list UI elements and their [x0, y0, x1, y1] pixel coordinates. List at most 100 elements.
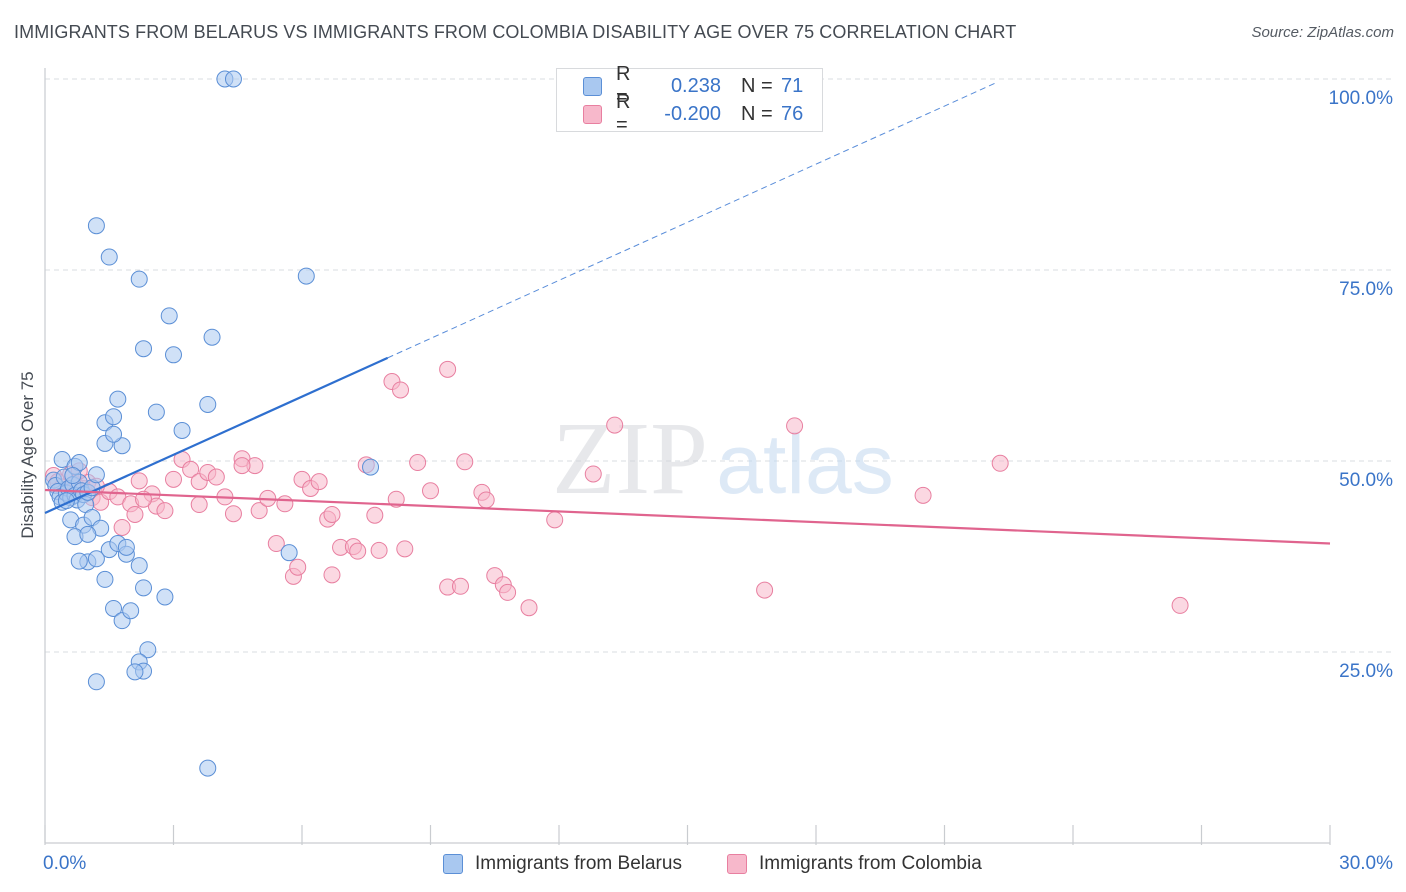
y-tick-label: 25.0%: [1339, 661, 1393, 682]
belarus-point: [130, 270, 148, 288]
legend-row-belarus: R = 0.238 N = 71: [583, 63, 804, 108]
colombia-point: [113, 518, 131, 536]
belarus-point: [113, 437, 131, 455]
colombia-point: [606, 416, 624, 434]
legend-r-value: 0.238: [670, 74, 721, 97]
belarus-point: [87, 550, 105, 568]
y-tick-label: 100.0%: [1329, 88, 1394, 109]
legend-n-value: 71: [781, 74, 804, 97]
belarus-point: [130, 557, 148, 575]
colombia-point: [289, 558, 307, 576]
colombia-point: [392, 381, 410, 399]
belarus-point: [117, 538, 135, 556]
belarus-point: [100, 248, 118, 266]
belarus-point: [156, 588, 174, 606]
watermark: ZIP atlas: [552, 401, 894, 516]
legend-row-colombia: R = -0.200 N = 76: [583, 91, 804, 136]
colombia-point: [224, 505, 242, 523]
belarus-point: [122, 602, 140, 620]
grid-lines: [45, 78, 1392, 653]
colombia-point: [756, 581, 774, 599]
belarus-point: [64, 467, 82, 485]
belarus-point: [105, 425, 123, 443]
colombia-point: [409, 454, 427, 472]
belarus-point: [96, 570, 114, 588]
colombia-point: [370, 541, 388, 559]
colombia-swatch-icon: [583, 104, 602, 124]
legend-r-label: R =: [616, 91, 631, 136]
legend-r-label: R =: [616, 63, 631, 108]
belarus-point: [105, 408, 123, 426]
y-tick-label: 75.0%: [1339, 279, 1393, 300]
belarus-point: [147, 403, 165, 421]
colombia-point: [267, 535, 285, 553]
colombia-point: [323, 505, 341, 523]
legend-n-label: N =: [741, 74, 773, 97]
belarus-point: [109, 390, 127, 408]
watermark-atlas: atlas: [716, 417, 893, 511]
belarus-trend-extension: [387, 82, 997, 359]
belarus-point: [87, 673, 105, 691]
chart-title: IMMIGRANTS FROM BELARUS VS IMMIGRANTS FR…: [14, 22, 1017, 42]
colombia-point: [422, 482, 439, 500]
belarus-point: [160, 307, 178, 325]
y-tick-label: 50.0%: [1339, 470, 1393, 491]
belarus-point: [135, 340, 153, 358]
belarus-points: [45, 70, 380, 777]
colombia-point: [396, 540, 414, 558]
y-axis-label: Disability Age Over 75: [18, 371, 37, 538]
legend-n-label: N =: [741, 102, 773, 125]
belarus-point: [126, 663, 144, 681]
belarus-point: [139, 641, 157, 659]
legend-n-value: 76: [781, 102, 804, 125]
colombia-point: [182, 460, 200, 478]
colombia-point: [439, 360, 457, 378]
colombia-point: [387, 490, 405, 508]
belarus-point: [135, 579, 153, 597]
colombia-legend-swatch-icon: [727, 854, 747, 874]
axes: [44, 68, 1331, 845]
colombia-point: [520, 599, 538, 617]
colombia-point: [456, 453, 474, 471]
belarus-point: [87, 466, 105, 484]
correlation-legend: R = 0.238 N = 71 R = -0.200 N = 76: [556, 63, 823, 136]
colombia-point: [546, 511, 564, 529]
belarus-point: [199, 759, 217, 777]
colombia-point: [165, 470, 182, 488]
belarus-point: [203, 328, 221, 346]
colombia-point: [477, 491, 495, 509]
colombia-point: [276, 495, 294, 513]
belarus-point: [224, 70, 242, 88]
belarus-point: [362, 458, 380, 476]
colombia-point: [349, 542, 367, 560]
colombia-point: [310, 473, 328, 491]
belarus-point: [297, 267, 315, 285]
belarus-trend-line: [44, 356, 389, 514]
colombia-point: [233, 457, 251, 475]
belarus-swatch-icon: [583, 76, 602, 96]
colombia-point: [584, 465, 602, 483]
colombia-point: [126, 505, 144, 523]
colombia-point: [1171, 596, 1189, 614]
belarus-point: [199, 395, 217, 413]
trend-lines: [44, 82, 1331, 545]
colombia-point: [366, 506, 384, 524]
colombia-point: [451, 577, 469, 595]
watermark-zip: ZIP: [552, 401, 708, 516]
belarus-point: [87, 217, 105, 235]
belarus-point: [70, 552, 88, 570]
colombia-point: [323, 566, 341, 584]
belarus-legend-swatch-icon: [443, 854, 463, 874]
colombia-point: [190, 496, 208, 514]
colombia-trend-line: [44, 488, 1331, 545]
legend-label-belarus: Immigrants from Belarus: [475, 853, 682, 874]
legend-item-colombia[interactable]: Immigrants from Colombia: [727, 851, 982, 877]
legend-item-belarus[interactable]: Immigrants from Belarus: [443, 851, 682, 877]
colombia-point: [250, 502, 268, 520]
belarus-point: [165, 346, 182, 364]
belarus-point: [105, 599, 123, 617]
source-label: Source: ZipAtlas.com: [1251, 24, 1394, 41]
colombia-point: [499, 583, 517, 601]
colombia-point: [207, 468, 225, 486]
